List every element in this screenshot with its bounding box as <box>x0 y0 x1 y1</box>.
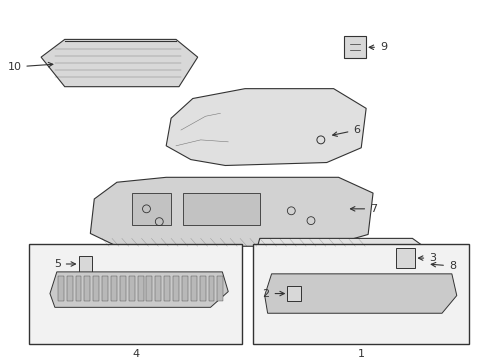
FancyBboxPatch shape <box>155 276 161 301</box>
Text: 9: 9 <box>368 42 386 52</box>
Polygon shape <box>264 274 456 313</box>
Text: 4: 4 <box>132 349 139 359</box>
FancyBboxPatch shape <box>131 193 171 225</box>
FancyBboxPatch shape <box>137 276 143 301</box>
Text: 10: 10 <box>7 62 53 72</box>
FancyBboxPatch shape <box>102 276 108 301</box>
FancyBboxPatch shape <box>217 276 223 301</box>
FancyBboxPatch shape <box>76 276 81 301</box>
Text: 8: 8 <box>430 261 455 271</box>
FancyBboxPatch shape <box>164 276 170 301</box>
FancyBboxPatch shape <box>58 276 63 301</box>
Polygon shape <box>50 272 228 307</box>
FancyBboxPatch shape <box>252 244 468 344</box>
FancyBboxPatch shape <box>93 276 99 301</box>
Polygon shape <box>254 238 436 288</box>
FancyBboxPatch shape <box>146 276 152 301</box>
FancyBboxPatch shape <box>66 276 72 301</box>
FancyBboxPatch shape <box>84 276 90 301</box>
Polygon shape <box>41 39 197 87</box>
FancyBboxPatch shape <box>190 276 196 301</box>
FancyBboxPatch shape <box>183 193 259 225</box>
Text: 6: 6 <box>332 125 360 136</box>
Text: 3: 3 <box>418 253 435 263</box>
Text: 5: 5 <box>54 259 75 269</box>
FancyBboxPatch shape <box>173 276 179 301</box>
FancyBboxPatch shape <box>128 276 134 301</box>
FancyBboxPatch shape <box>29 244 242 344</box>
Text: 7: 7 <box>350 204 376 214</box>
Text: 2: 2 <box>262 289 284 298</box>
FancyBboxPatch shape <box>344 36 366 58</box>
Text: 1: 1 <box>357 349 364 359</box>
FancyBboxPatch shape <box>79 256 92 272</box>
Polygon shape <box>90 177 372 246</box>
FancyBboxPatch shape <box>287 286 301 301</box>
FancyBboxPatch shape <box>199 276 205 301</box>
FancyBboxPatch shape <box>120 276 125 301</box>
FancyBboxPatch shape <box>208 276 214 301</box>
FancyBboxPatch shape <box>395 248 415 268</box>
FancyBboxPatch shape <box>182 276 187 301</box>
Polygon shape <box>166 89 366 166</box>
FancyBboxPatch shape <box>111 276 117 301</box>
